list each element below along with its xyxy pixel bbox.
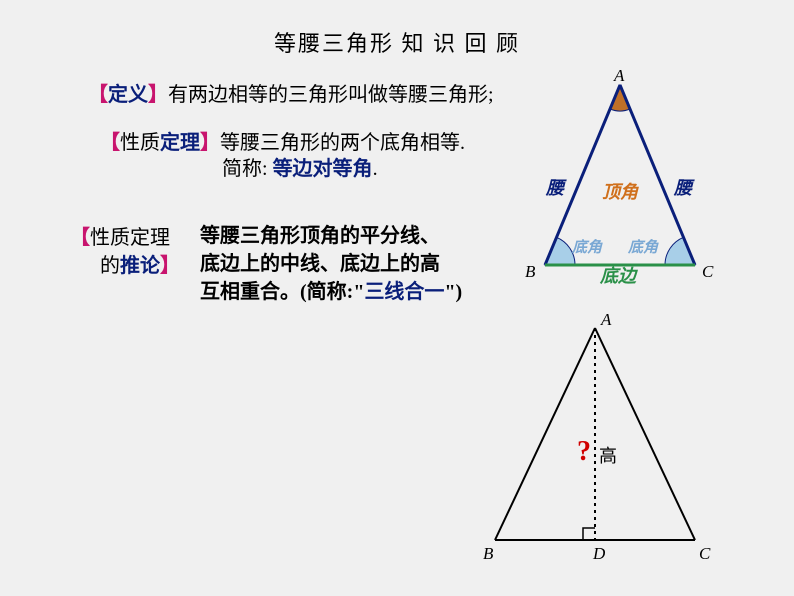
def-text: 有两边相等的三角形叫做等腰三角形; xyxy=(168,84,494,106)
corollary-body-l3-pre: 互相重合。(简称:" xyxy=(200,281,364,303)
vertex-c-label: C xyxy=(702,262,713,282)
theorem-line2-post: . xyxy=(373,158,378,180)
vertex-a-label: A xyxy=(614,66,624,86)
corollary-body-l3-post: ") xyxy=(444,281,462,303)
triangle-labeled: A B C 腰 腰 顶角 底角 底角 底边 xyxy=(510,80,730,290)
definition-row: 【定义】有两边相等的三角形叫做等腰三角形; xyxy=(88,78,494,107)
theorem-line1: 等腰三角形的两个底角相等. xyxy=(220,132,465,154)
bracket-close: 】 xyxy=(160,255,180,277)
vertex-b-label: B xyxy=(525,262,535,282)
base-label: 底边 xyxy=(600,262,636,288)
vertex-d-label: D xyxy=(593,544,605,564)
corollary-body-l1: 等腰三角形顶角的平分线、 xyxy=(200,222,462,250)
page-title: 等腰三角形 知 识 回 顾 xyxy=(0,0,794,58)
corollary-body-l3-blue: 三线合一 xyxy=(364,281,444,303)
bracket-close: 】 xyxy=(148,84,168,106)
bracket-open: 【 xyxy=(100,132,120,154)
triangle-altitude: A B C D ? 高 xyxy=(455,320,735,565)
theorem-line2-blue: 等边对等角 xyxy=(273,158,373,180)
bracket-close: 】 xyxy=(200,132,220,154)
bracket-open: 【 xyxy=(88,84,108,106)
theorem-label-pre: 性质 xyxy=(120,132,160,154)
def-label: 定义 xyxy=(108,84,148,106)
vertex-a2-label: A xyxy=(601,310,611,330)
triangle-altitude-svg xyxy=(455,320,735,565)
corollary-label-l2-pre: 的 xyxy=(100,255,120,277)
leg-left-label: 腰 xyxy=(546,174,564,200)
theorem-line2: 简称: 等边对等角. xyxy=(222,152,378,181)
leg-right-label: 腰 xyxy=(674,174,692,200)
corollary-label-l2-blue: 推论 xyxy=(120,255,160,277)
base-angle-r-label: 底角 xyxy=(628,236,658,257)
corollary-label: 【性质定理 的推论】 xyxy=(70,224,180,280)
apex-angle-label: 顶角 xyxy=(602,178,638,204)
theorem-line2-pre: 简称: xyxy=(222,158,273,180)
vertex-c2-label: C xyxy=(699,544,710,564)
vertex-b2-label: B xyxy=(483,544,493,564)
theorem-label-blue: 定理 xyxy=(160,132,200,154)
corollary-body: 等腰三角形顶角的平分线、 底边上的中线、底边上的高 互相重合。(简称:"三线合一… xyxy=(200,222,462,306)
corollary-body-l2: 底边上的中线、底边上的高 xyxy=(200,250,462,278)
base-angle-l-label: 底角 xyxy=(572,236,602,257)
bracket-open: 【 xyxy=(70,227,90,249)
question-mark-icon: ? xyxy=(577,436,591,468)
theorem-row: 【性质定理】等腰三角形的两个底角相等. xyxy=(100,126,465,155)
corollary-label-l1: 性质定理 xyxy=(90,227,170,249)
height-label: 高 xyxy=(599,442,617,468)
